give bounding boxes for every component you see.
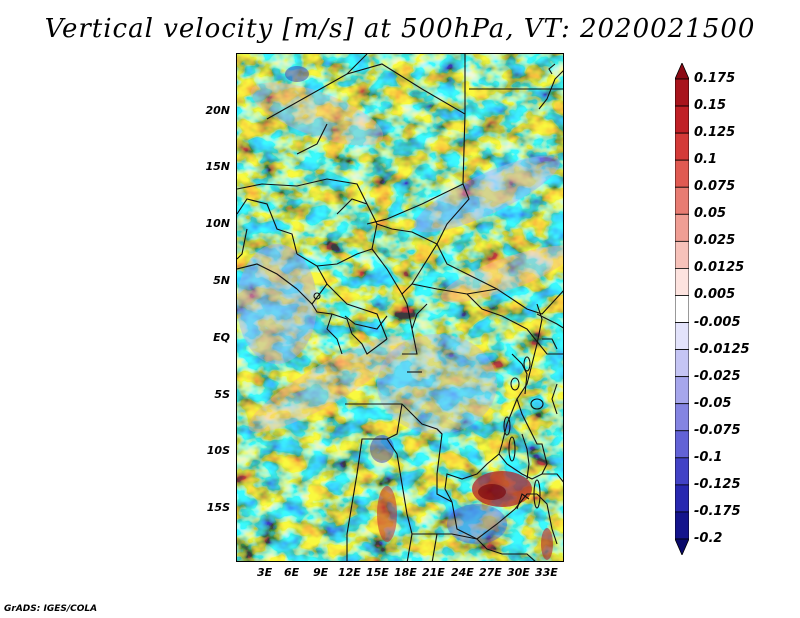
colorbar-label: -0.175 — [694, 503, 741, 519]
lon-label-6e: 6E — [284, 566, 300, 579]
colorbar-segment — [675, 403, 689, 432]
colorbar-label: 0.15 — [694, 98, 727, 114]
colorbar-label: -0.05 — [694, 395, 732, 411]
lon-label-3e: 3E — [257, 566, 273, 579]
colorbar-segment — [675, 484, 689, 513]
velocity-field — [237, 54, 563, 561]
colorbar-label: -0.125 — [694, 476, 741, 492]
lat-label-20n: 20N — [205, 104, 230, 117]
lat-label-5n: 5N — [213, 274, 230, 287]
lakes — [313, 292, 544, 509]
colorbar-label: 0.0125 — [694, 260, 745, 276]
colorbar-label: 0.175 — [694, 71, 736, 86]
lat-label-5s: 5S — [214, 388, 230, 401]
colorbar-min-arrow — [675, 538, 689, 555]
lat-label-10n: 10N — [205, 217, 230, 230]
colorbar-label: 0.075 — [694, 179, 736, 195]
lon-label-24e: 24E — [451, 566, 474, 579]
lon-label-30e: 30E — [507, 566, 530, 579]
colorbar-label: 0.005 — [694, 287, 736, 303]
country-borders — [237, 54, 563, 561]
lat-label-15n: 15N — [205, 160, 230, 173]
map-panel — [236, 53, 564, 562]
colorbar-label: 0.1 — [694, 152, 718, 168]
lat-label-10s: 10S — [206, 444, 230, 457]
lon-label-12e: 12E — [338, 566, 361, 579]
lat-label-15s: 15S — [206, 501, 230, 514]
colorbar-segment — [675, 105, 689, 134]
colorbar-segment — [675, 511, 689, 540]
chart-title: Vertical velocity [m/s] at 500hPa, VT: 2… — [44, 14, 756, 44]
colorbar-segment — [675, 457, 689, 486]
colorbar-segment — [675, 430, 689, 459]
colorbar-segment — [675, 349, 689, 378]
colorbar-segment — [675, 295, 689, 323]
colorbar-label: -0.005 — [694, 314, 741, 330]
colorbar-segment — [675, 376, 689, 405]
lon-label-33e: 33E — [535, 566, 558, 579]
colorbar-label: -0.0125 — [694, 341, 750, 357]
lon-label-27e: 27E — [479, 566, 502, 579]
colorbar-label: -0.2 — [694, 531, 723, 546]
footer-credit: GrADS: IGES/COLA — [4, 604, 98, 614]
colorbar-segment — [675, 186, 689, 215]
colorbar-segment — [675, 159, 689, 188]
colorbar-segment — [675, 132, 689, 161]
colorbar-label: 0.125 — [694, 125, 736, 141]
colorbar-label: -0.025 — [694, 368, 741, 384]
colorbar-max-arrow — [675, 63, 689, 80]
lon-label-15e: 15E — [366, 566, 389, 579]
colorbar-segment — [675, 78, 689, 107]
lon-label-21e: 21E — [422, 566, 445, 579]
colorbar-label: -0.075 — [694, 422, 741, 438]
lon-label-18e: 18E — [394, 566, 417, 579]
colorbar — [675, 63, 689, 555]
colorbar-segment — [675, 240, 689, 269]
colorbar-segment — [675, 213, 689, 242]
colorbar-segment — [675, 322, 689, 350]
lon-label-9e: 9E — [313, 566, 329, 579]
colorbar-segment — [675, 268, 689, 296]
colorbar-label: 0.025 — [694, 233, 736, 249]
colorbar-label: -0.1 — [694, 449, 723, 465]
colorbar-label: 0.05 — [694, 206, 727, 222]
lat-label-eq: EQ — [213, 331, 230, 344]
